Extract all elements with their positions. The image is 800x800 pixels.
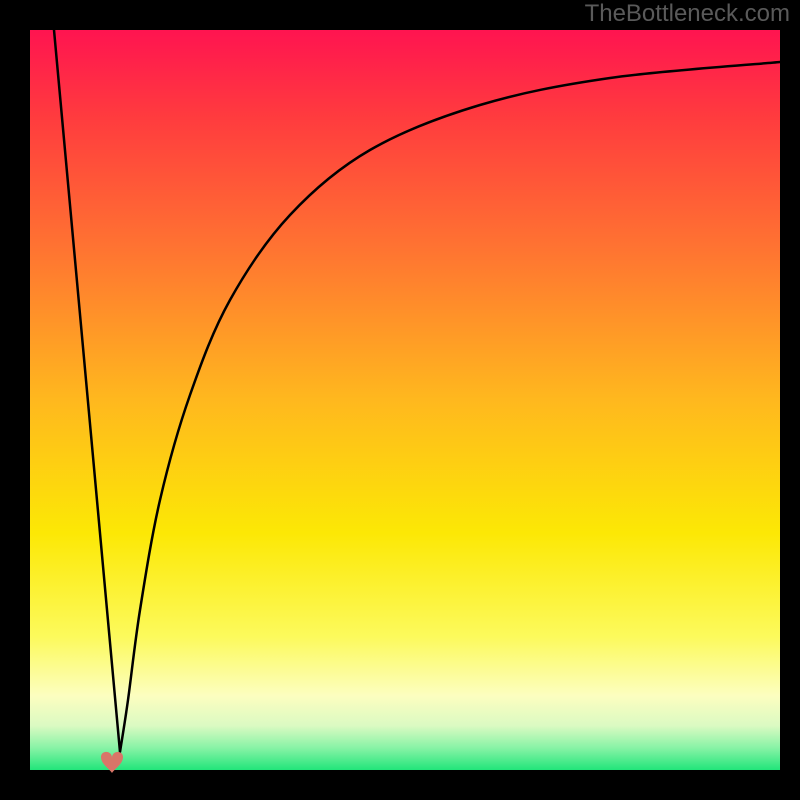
watermark-text: TheBottleneck.com bbox=[585, 0, 790, 28]
plot-background-gradient bbox=[30, 30, 780, 770]
chart-container: TheBottleneck.com bbox=[0, 0, 800, 800]
bottleneck-chart bbox=[0, 0, 800, 800]
